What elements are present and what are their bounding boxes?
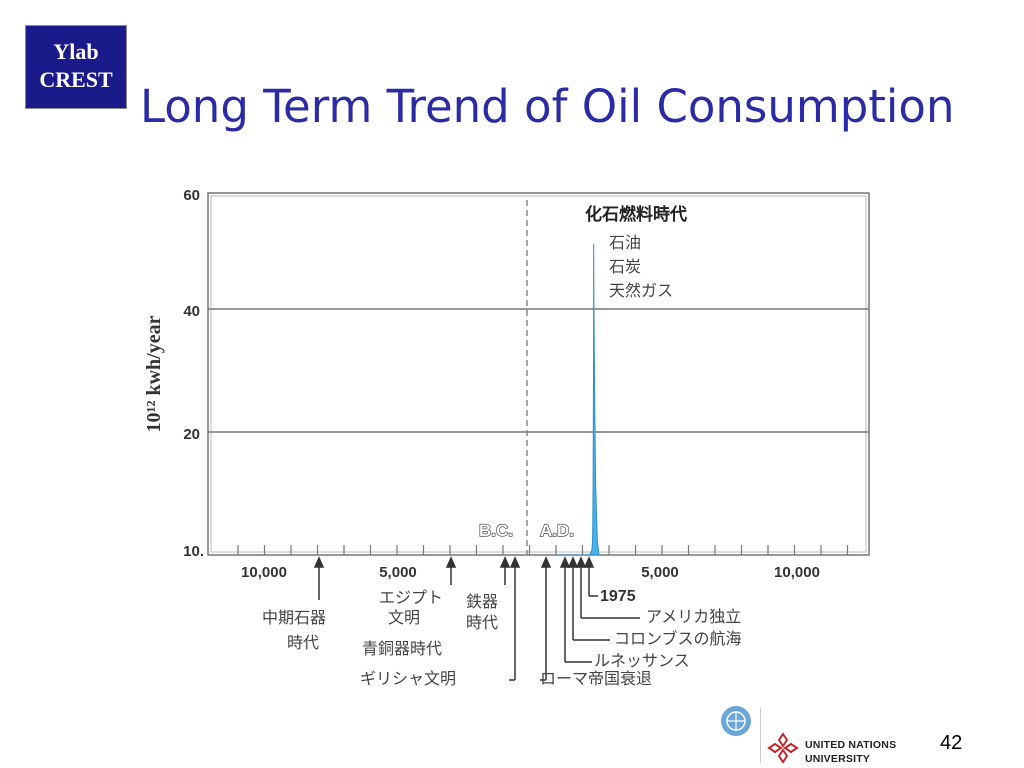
note-renaissance: ルネッサンス [594,651,690,670]
fuel-label-gas: 天然ガス [609,281,673,300]
unu-line1: UNITED NATIONS [805,739,897,751]
fuel-label-oil: 石油 [609,233,641,252]
fossil-era-label: 化石燃料時代 [585,204,687,225]
note-egypt: エジプト [379,588,443,607]
note-bronze: 青銅器時代 [362,639,442,658]
event-leader-lines [509,595,640,681]
note-era: 時代 [287,633,319,652]
note-american-independence: アメリカ独立 [646,607,741,626]
xtick-bc-5000: 5,000 [379,564,417,581]
note-civilization: 文明 [388,608,420,627]
note-columbus: コロンブスの航海 [614,629,742,648]
ytick-60: 60 [183,187,200,204]
era-label-ad: A.D. [540,521,574,540]
badge-line2: CREST [39,67,113,92]
ytick-20: 20 [183,426,200,443]
slide-title: Long Term Trend of Oil Consumption [140,80,955,133]
unu-wordmark: UNITED NATIONS UNIVERSITY [805,738,896,766]
un-emblem-icon [721,706,751,736]
note-1975: 1975 [600,588,636,605]
fuel-label-coal: 石炭 [609,257,641,276]
y-axis-title: 10¹² kwh/year [143,315,165,432]
x-tick-marks [237,545,849,555]
note-greece: ギリシャ文明 [360,669,456,688]
ytick-40: 40 [183,303,200,320]
xtick-bc-10000: 10,000 [241,564,287,581]
xtick-ad-5000: 5,000 [641,564,679,581]
ytick-10: 10. [183,543,204,560]
badge-line1: Ylab [53,39,99,64]
crest-badge: Ylab CREST [25,25,127,109]
consumption-area [557,243,600,556]
note-iron-era: 時代 [466,613,498,632]
plot-frame [207,192,870,556]
era-label-bc: B.C. [479,521,513,540]
footer-divider [760,708,761,763]
event-arrows [313,556,595,680]
unu-line2: UNIVERSITY [805,753,871,765]
note-iron: 鉄器 [466,592,498,611]
note-mesolithic: 中期石器 [262,608,326,627]
xtick-ad-10000: 10,000 [774,564,820,581]
plot-frame-inner [210,195,867,553]
page-number: 42 [940,732,963,754]
unu-logo-icon [767,732,799,764]
note-rome-decline: ローマ帝国衰退 [540,669,652,688]
